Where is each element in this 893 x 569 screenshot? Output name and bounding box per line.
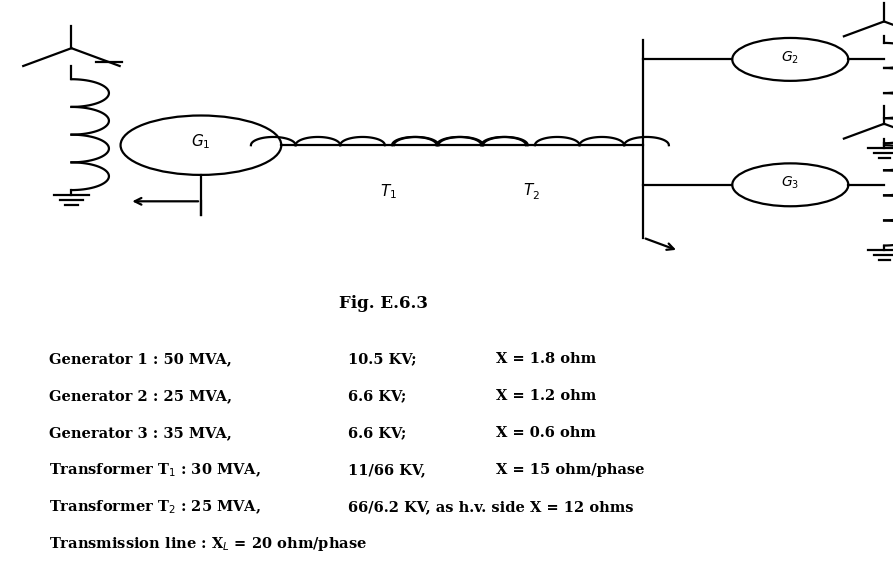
Text: X = 1.8 ohm: X = 1.8 ohm bbox=[496, 352, 596, 366]
Text: X = 0.6 ohm: X = 0.6 ohm bbox=[496, 426, 596, 440]
Text: 11/66 KV,: 11/66 KV, bbox=[348, 463, 426, 477]
Text: Transmission line : X$_{L}$ = 20 ohm/phase: Transmission line : X$_{L}$ = 20 ohm/pha… bbox=[49, 535, 367, 553]
Text: Fig. E.6.3: Fig. E.6.3 bbox=[339, 295, 429, 312]
Text: 66/6.2 KV, as h.v. side X = 12 ohms: 66/6.2 KV, as h.v. side X = 12 ohms bbox=[348, 500, 634, 514]
Text: X = 15 ohm/phase: X = 15 ohm/phase bbox=[496, 463, 644, 477]
Text: Generator 3 : 35 MVA,: Generator 3 : 35 MVA, bbox=[49, 426, 232, 440]
Text: $G_3$: $G_3$ bbox=[781, 175, 799, 191]
Text: X = 1.2 ohm: X = 1.2 ohm bbox=[496, 389, 596, 403]
Text: $G_1$: $G_1$ bbox=[191, 133, 211, 151]
Text: $T_1$: $T_1$ bbox=[380, 182, 397, 201]
Text: 6.6 KV;: 6.6 KV; bbox=[348, 426, 406, 440]
Text: Generator 2 : 25 MVA,: Generator 2 : 25 MVA, bbox=[49, 389, 232, 403]
Text: Transformer T$_2$ : 25 MVA,: Transformer T$_2$ : 25 MVA, bbox=[49, 498, 261, 516]
Text: Transformer T$_1$ : 30 MVA,: Transformer T$_1$ : 30 MVA, bbox=[49, 461, 261, 479]
Text: 6.6 KV;: 6.6 KV; bbox=[348, 389, 406, 403]
Text: 10.5 KV;: 10.5 KV; bbox=[348, 352, 417, 366]
Text: $G_2$: $G_2$ bbox=[781, 50, 799, 66]
Text: $T_2^{\ }$: $T_2^{\ }$ bbox=[522, 181, 540, 201]
Text: Generator 1 : 50 MVA,: Generator 1 : 50 MVA, bbox=[49, 352, 232, 366]
